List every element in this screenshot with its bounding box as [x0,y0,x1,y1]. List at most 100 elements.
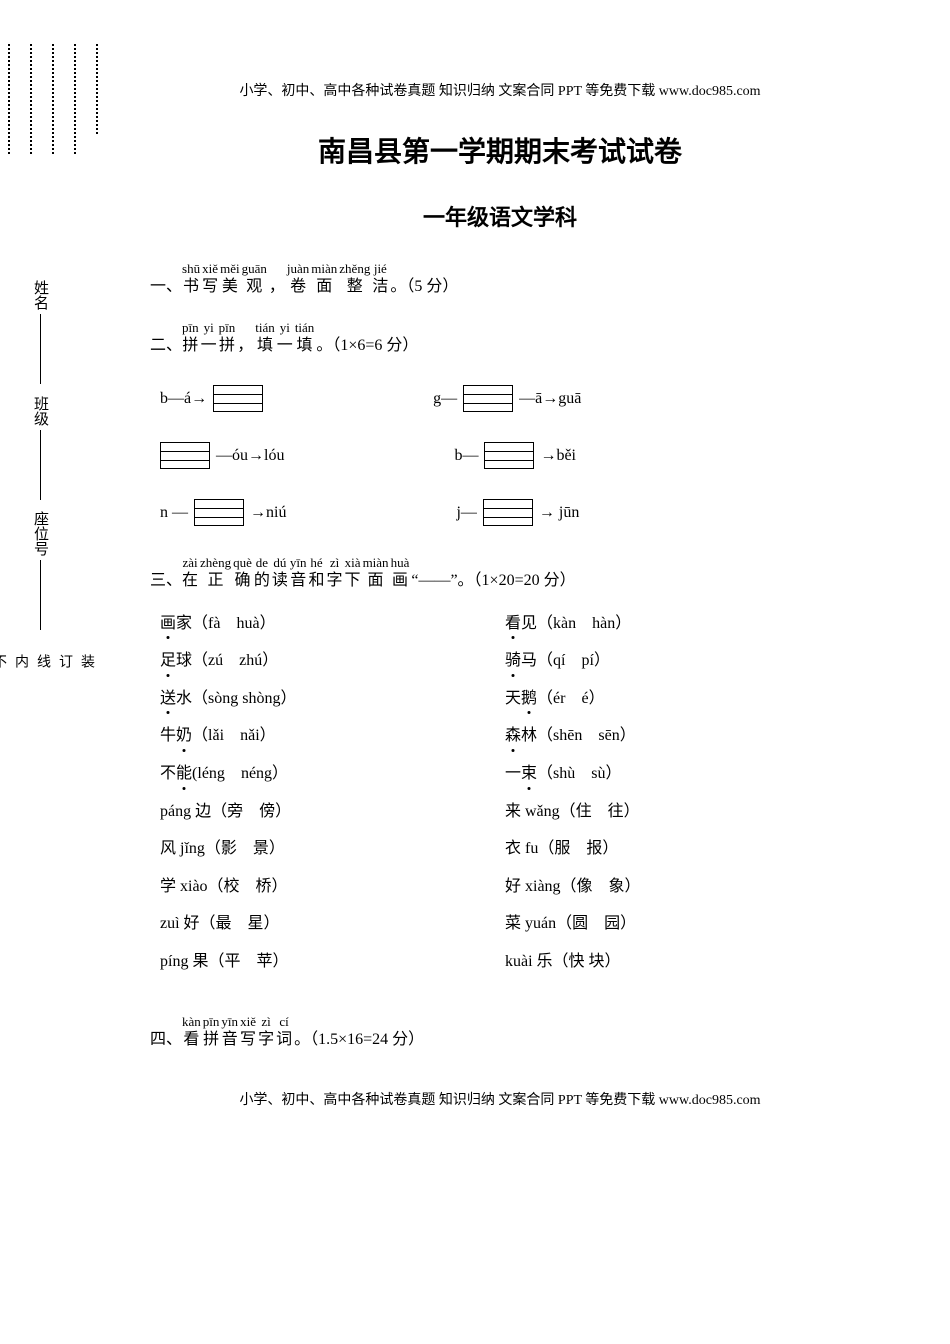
pinyin-write-box [194,499,244,526]
page-header: 小学、初中、高中各种试卷真题 知识归纳 文案合同 PPT 等免费下载 www.d… [150,80,850,100]
ruby-char: pīn拼 [203,1015,220,1049]
question-number: 四、 [150,1030,182,1049]
ruby-char: què确 [233,556,252,590]
question-2: 二、 pīn拼yi一pīn拼 ，tián填yi一tián填。（1×6=6 分） … [150,321,850,526]
question-points: “——” [411,571,457,590]
binding-dots [30,44,32,154]
emphasis-dot-char: 能 [176,761,192,787]
reading-choice-item: 好 xiàng（像 象） [505,874,850,900]
pinyin-combine-item: j—→ jūn [456,499,579,526]
pinyin-combine-item: n —→niú [160,499,286,526]
emphasis-dot-char: 骑 [505,648,521,674]
pinyin-combine-row: b—á→ g——ā→guā [150,385,850,412]
question-points: 。（5 分） [390,277,458,296]
reading-choice-item: 来 wǎng（住 往） [505,799,850,825]
emphasis-dot-char: 束 [521,761,537,787]
reading-choice-item: 学 xiào（校 桥） [160,874,505,900]
question-number: 二、 [150,336,182,355]
binding-dots [8,44,10,154]
exam-subtitle: 一年级语文学科 [150,200,850,232]
ruby-char: hé和 [309,556,325,590]
binding-char: 装 [76,40,96,1284]
ruby-char: cí词 [276,1015,292,1049]
ruby-char: tián填 [295,321,315,355]
emphasis-dot-char: 看 [505,611,521,637]
emphasis-dot-char: 送 [160,686,176,712]
ruby-char: xià下 [345,556,361,590]
reading-choice-item: 画家（fà huà） [160,611,505,637]
reading-choice-item: kuài 乐（快 块） [505,949,850,975]
pinyin-write-box [463,385,513,412]
ruby-char: ， [269,262,285,296]
binding-dotted-line: 装订线内不要答题 [78,40,98,1284]
binding-dots [74,44,76,154]
ruby-char: dú读 [272,556,288,590]
ruby-char: guān观 [242,262,267,296]
ruby-char: miàn面 [363,556,389,590]
reading-choice-item: 森林（shēn sēn） [505,723,850,749]
question-points: 。（1×6=6 分） [316,336,418,355]
ruby-char: xiě写 [240,1015,256,1049]
question-4: 四、 kàn看pīn拼yīn音xiě写zì字cí词。（1.5×16=24 分） [150,1015,850,1049]
reading-choice-item: 牛奶（lǎi nǎi） [160,723,505,749]
ruby-char: zài在 [182,556,198,590]
question-1: 一、 shū书xiě写měi美guān观 ，juàn卷miàn面zhěng整ji… [150,262,850,296]
pinyin-combine-row: —óu→lóu b—→běi [150,442,850,469]
ruby-char: de的 [254,556,270,590]
ruby-char: ， [237,321,253,355]
ruby-char: jié洁 [372,262,388,296]
reading-choice-item: 不能(léng néng） [160,761,505,787]
reading-choice-item: 菜 yuán（圆 园） [505,911,850,937]
reading-choice-item: 看见（kàn hàn） [505,611,850,637]
pinyin-combine-item: —óu→lóu [160,442,284,469]
ruby-char: miàn面 [311,262,337,296]
page-footer: 小学、初中、高中各种试卷真题 知识归纳 文案合同 PPT 等免费下载 www.d… [150,1089,850,1109]
binding-dots [96,44,98,134]
emphasis-dot-char: 森 [505,723,521,749]
ruby-char: juàn卷 [287,262,309,296]
pinyin-write-box [160,442,210,469]
exam-title: 南昌县第一学期期末考试试卷 [150,130,850,170]
question-points: 。（1×20=20 分） [458,571,576,590]
emphasis-dot-char: 鹅 [521,686,537,712]
reading-choice-item: 送水（sòng shòng） [160,686,505,712]
ruby-char: tián填 [255,321,275,355]
emphasis-dot-char: 奶 [176,723,192,749]
ruby-char: yi一 [277,321,293,355]
ruby-char: yīn音 [290,556,307,590]
pinyin-combine-row: n —→niú j—→ jūn [150,499,850,526]
reading-choice-item: páng 边（旁 傍） [160,799,505,825]
reading-choice-item: 骑马（qí pí） [505,648,850,674]
emphasis-dot-char: 足 [160,648,176,674]
question-number: 一、 [150,277,182,296]
binding-char: 不 [0,40,8,1284]
ruby-char: xiě写 [202,262,218,296]
binding-char: 订 [54,40,74,1284]
binding-dots [52,44,54,154]
question-points: 。（1.5×16=24 分） [294,1030,424,1049]
question-number: 三、 [150,571,182,590]
ruby-char: zhěng整 [339,262,370,296]
binding-char: 内 [10,40,30,1284]
ruby-char: zì字 [327,556,343,590]
pinyin-write-box [213,385,263,412]
ruby-char: yīn音 [221,1015,238,1049]
ruby-char: pīn拼 [182,321,199,355]
ruby-char: yi一 [201,321,217,355]
binding-margin: 姓名 班级 座位号 装订线内不要答题 [30,40,110,1284]
pinyin-combine-item: b—á→ [160,385,263,412]
pinyin-write-box [483,499,533,526]
reading-choice-item: zuì 好（最 星） [160,911,505,937]
ruby-char: pīn拼 [219,321,236,355]
exam-page: 小学、初中、高中各种试卷真题 知识归纳 文案合同 PPT 等免费下载 www.d… [130,0,910,1149]
binding-char: 线 [32,40,52,1284]
pinyin-combine-item: b—→běi [454,442,576,469]
emphasis-dot-char: 画 [160,611,176,637]
pinyin-write-box [484,442,534,469]
reading-choice-item: píng 果（平 苹） [160,949,505,975]
ruby-char: měi美 [220,262,240,296]
pinyin-combine-item: g——ā→guā [433,385,581,412]
ruby-char: shū书 [182,262,200,296]
reading-choice-item: 衣 fu（服 报） [505,836,850,862]
reading-choice-item: 风 jǐng（影 景） [160,836,505,862]
